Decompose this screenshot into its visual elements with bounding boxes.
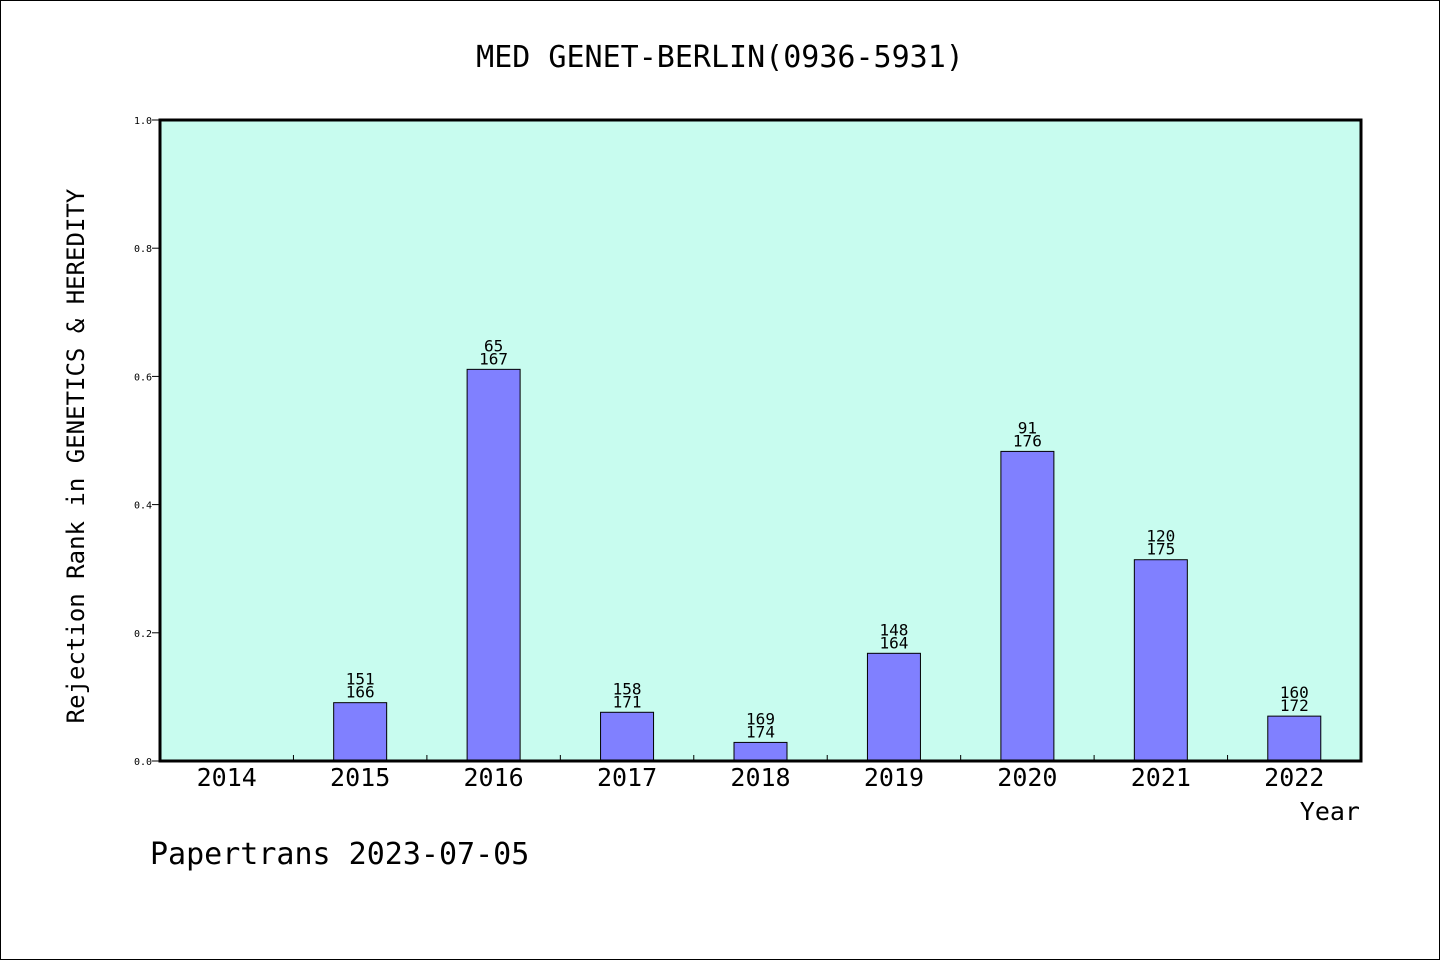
y-tick-label: 1.0 [134,116,152,127]
bar-total-label: 164 [879,633,908,652]
x-tick-label: 2017 [597,763,657,792]
x-tick-label: 2022 [1264,763,1324,792]
bar-rank-label: 169 [746,709,775,728]
y-tick-label: 0.0 [134,757,152,768]
bar-rank-label: 148 [879,620,908,639]
bar-total-label: 171 [613,692,642,711]
y-tick-label: 0.2 [134,629,152,640]
bar-2018 [733,741,788,762]
bar-total-label: 167 [479,349,508,368]
x-tick-label: 2018 [730,763,790,792]
bar-2020 [1000,450,1055,762]
bar-2015 [333,702,388,762]
x-tick-label: 2021 [1131,763,1191,792]
y-axis-label: Rejection Rank in GENETICS & HEREDITY [62,188,90,723]
y-tick-label: 0.8 [134,244,152,255]
bar-rank-label: 160 [1280,683,1309,702]
footer-text: Papertrans 2023-07-05 [150,837,529,872]
bar-total-label: 166 [346,683,375,702]
bar-2021 [1133,559,1188,762]
chart-title: MED GENET-BERLIN(0936-5931) [476,40,964,75]
y-axis-ticks: 0.0 0.2 0.4 0.6 0.8 1.0 [134,116,160,768]
x-tick-label: 2016 [464,763,524,792]
x-tick-label: 2015 [330,763,390,792]
y-tick-label: 0.4 [134,501,152,512]
bar-rank-label: 120 [1146,527,1175,546]
bars [333,368,1322,762]
bar-2022 [1267,715,1322,762]
bar-2017 [600,711,655,762]
bar-total-label: 174 [746,722,775,741]
bar-2019 [866,652,921,762]
x-tick-label: 2020 [997,763,1057,792]
x-axis-label: Year [1300,797,1360,826]
y-tick-label: 0.6 [134,372,152,383]
plot-border [158,118,1363,763]
bar-rank-label: 158 [613,679,642,698]
x-tick-label: 2019 [864,763,924,792]
x-tick-label: 2014 [197,763,257,792]
bar-rank-label: 65 [484,336,503,355]
bar-total-label: 175 [1146,540,1175,559]
bar-rank-label: 151 [346,670,375,689]
bar-rank-label: 91 [1018,418,1037,437]
bar-2016 [466,368,521,762]
bar-total-label: 172 [1280,696,1309,715]
bar-total-label: 176 [1013,431,1042,450]
x-tick-labels: 2014 2015 2016 2017 2018 2019 2020 2021 2022 [197,763,1325,792]
